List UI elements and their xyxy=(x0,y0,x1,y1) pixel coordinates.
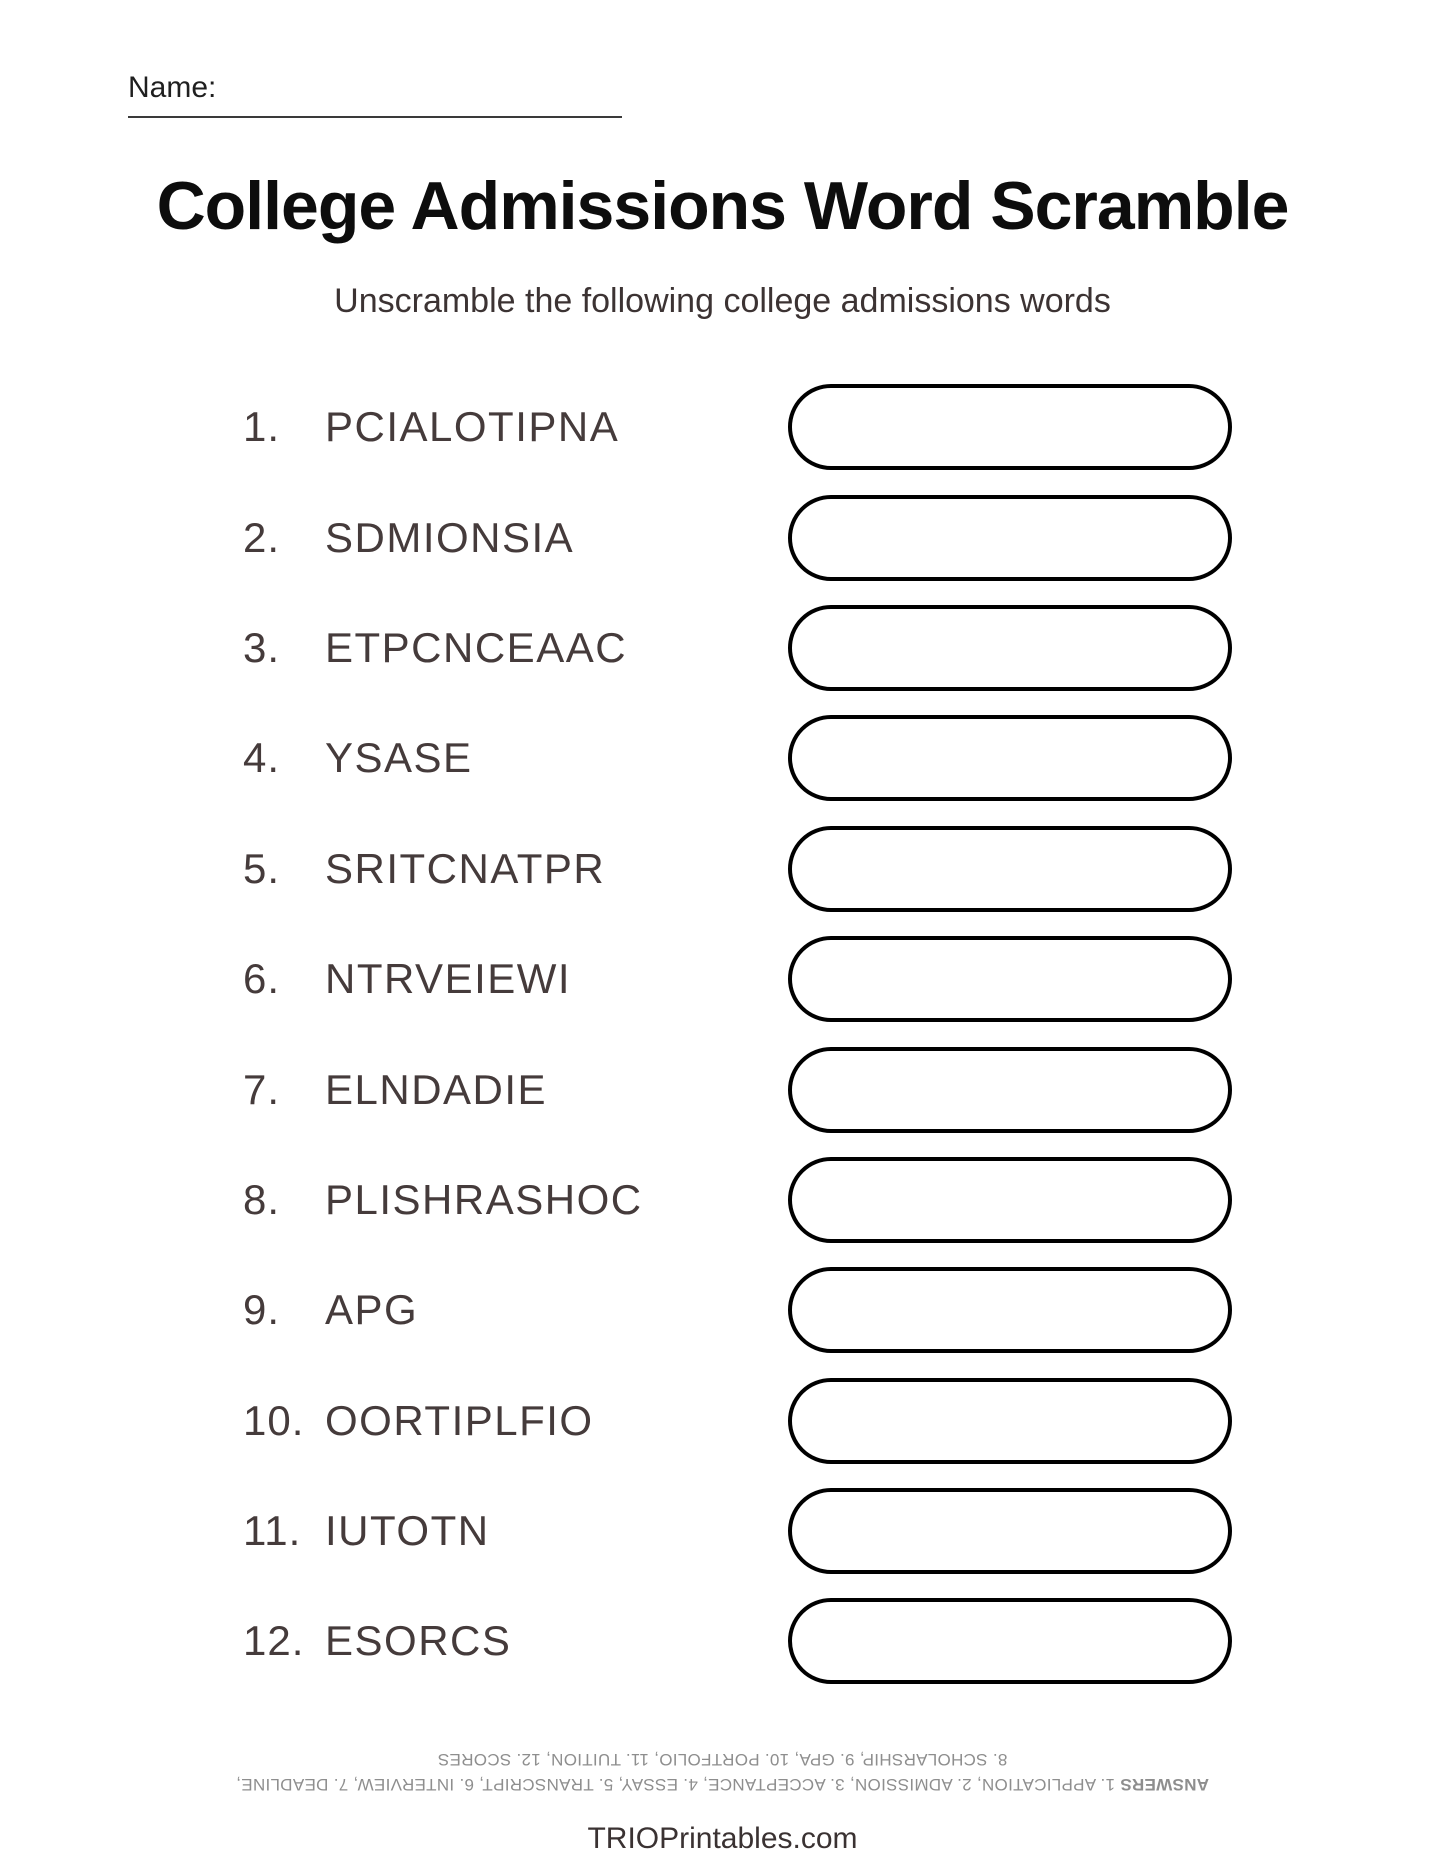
scrambled-word: NTRVEIEWI xyxy=(325,955,572,1003)
answer-blank[interactable] xyxy=(788,604,1232,691)
list-item: 9. APG xyxy=(243,1255,1232,1365)
footer-site-name: TRIOPrintables.com xyxy=(587,1822,858,1855)
scrambled-word: SRITCNATPR xyxy=(325,844,606,892)
item-number: 3. xyxy=(243,623,281,671)
answer-key-line2: 8. SCHOLARSHIP, 9. GPA, 10. PORTFOLIO, 1… xyxy=(437,1750,1008,1769)
scrambled-word: SDMIONSIA xyxy=(325,513,575,561)
answer-blank[interactable] xyxy=(788,1377,1232,1464)
answer-blank[interactable] xyxy=(788,825,1232,912)
scrambled-word: ESORCS xyxy=(325,1617,512,1665)
list-item: 6. NTRVEIEWI xyxy=(243,924,1232,1034)
item-number: 10. xyxy=(243,1396,305,1444)
list-item: 2. SDMIONSIA xyxy=(243,482,1232,592)
answer-blank[interactable] xyxy=(788,384,1232,471)
answer-blank[interactable] xyxy=(788,1156,1232,1243)
name-label: Name: xyxy=(128,71,217,104)
answer-blank[interactable] xyxy=(788,494,1232,581)
list-item: 8. PLISHRASHOC xyxy=(243,1145,1232,1255)
scrambled-word: IUTOTN xyxy=(325,1507,490,1555)
list-item: 5. SRITCNATPR xyxy=(243,814,1232,924)
list-item: 10. OORTIPLFIO xyxy=(243,1366,1232,1476)
scrambled-word: PLISHRASHOC xyxy=(325,1175,643,1223)
page-subtitle: Unscramble the following college admissi… xyxy=(334,282,1111,320)
scrambled-word: ETPCNCEAAC xyxy=(325,623,628,671)
item-number: 8. xyxy=(243,1175,281,1223)
scrambled-word: OORTIPLFIO xyxy=(325,1396,594,1444)
answer-key-line1: ANSWERS 1. APPLICATION, 2. ADMISSION, 3.… xyxy=(0,1772,1445,1797)
list-item: 11. IUTOTN xyxy=(243,1476,1232,1586)
scrambled-word: ELNDADIE xyxy=(325,1065,548,1113)
list-item: 1. PCIALOTIPNA xyxy=(243,372,1232,482)
answer-blank[interactable] xyxy=(788,1046,1232,1133)
answer-key-upside-down: ANSWERS 1. APPLICATION, 2. ADMISSION, 3.… xyxy=(0,1747,1445,1797)
answer-blank[interactable] xyxy=(788,1488,1232,1575)
item-number: 6. xyxy=(243,955,281,1003)
item-number: 7. xyxy=(243,1065,281,1113)
scrambled-word: APG xyxy=(325,1286,419,1334)
answer-blank[interactable] xyxy=(788,1267,1232,1354)
list-item: 3. ETPCNCEAAC xyxy=(243,593,1232,703)
scrambled-word: PCIALOTIPNA xyxy=(325,403,620,451)
answer-blank[interactable] xyxy=(788,715,1232,802)
list-item: 7. ELNDADIE xyxy=(243,1034,1232,1144)
list-item: 12. ESORCS xyxy=(243,1586,1232,1696)
answer-blank[interactable] xyxy=(788,1598,1232,1685)
item-number: 11. xyxy=(243,1507,302,1555)
page-title: College Admissions Word Scramble xyxy=(156,168,1290,244)
item-number: 1. xyxy=(243,403,281,451)
item-number: 4. xyxy=(243,734,281,782)
answers-label: ANSWERS xyxy=(1120,1775,1210,1794)
answer-blank[interactable] xyxy=(788,936,1232,1023)
item-number: 5. xyxy=(243,844,281,892)
item-number: 2. xyxy=(243,513,281,561)
scramble-list: 1. PCIALOTIPNA 2. SDMIONSIA 3. ETPCNCEAA… xyxy=(243,372,1232,1697)
item-number: 9. xyxy=(243,1286,281,1334)
name-write-line[interactable] xyxy=(128,116,622,118)
item-number: 12. xyxy=(243,1617,305,1665)
answer-key-line1-text: 1. APPLICATION, 2. ADMISSION, 3. ACCEPTA… xyxy=(235,1775,1121,1794)
scrambled-word: YSASE xyxy=(325,734,473,782)
list-item: 4. YSASE xyxy=(243,703,1232,813)
